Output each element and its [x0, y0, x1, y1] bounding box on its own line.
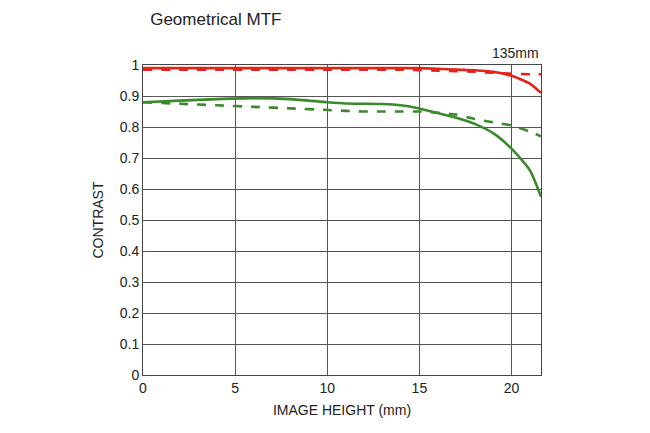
svg-text:10: 10	[319, 380, 335, 396]
svg-text:IMAGE HEIGHT (mm): IMAGE HEIGHT (mm)	[273, 402, 411, 418]
svg-text:Geometrical MTF: Geometrical MTF	[150, 10, 281, 29]
svg-text:135mm: 135mm	[492, 45, 539, 61]
svg-text:0: 0	[139, 380, 147, 396]
svg-text:5: 5	[231, 380, 239, 396]
svg-text:0: 0	[131, 367, 139, 383]
svg-text:0.7: 0.7	[120, 150, 140, 166]
svg-text:1: 1	[131, 57, 139, 73]
svg-text:0.1: 0.1	[120, 336, 140, 352]
svg-text:0.3: 0.3	[120, 274, 140, 290]
svg-text:0.9: 0.9	[120, 88, 140, 104]
svg-text:20: 20	[504, 380, 520, 396]
svg-text:0.4: 0.4	[120, 243, 140, 259]
svg-text:0.6: 0.6	[120, 181, 140, 197]
svg-text:0.2: 0.2	[120, 305, 140, 321]
svg-text:0.8: 0.8	[120, 119, 140, 135]
svg-text:CONTRAST: CONTRAST	[90, 181, 106, 258]
svg-text:15: 15	[412, 380, 428, 396]
svg-text:0.5: 0.5	[120, 212, 140, 228]
